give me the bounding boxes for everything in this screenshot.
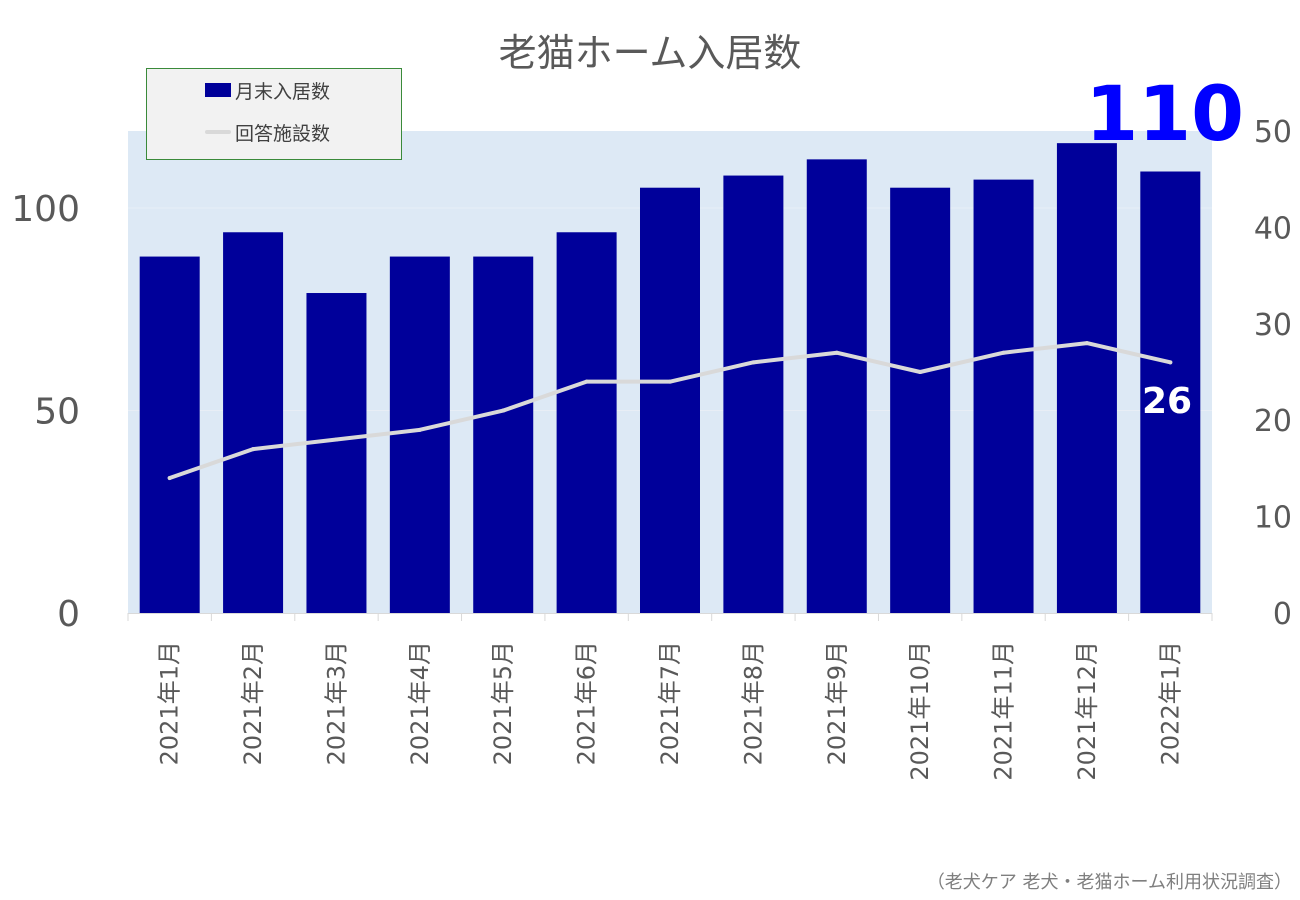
y-right-tick-label: 0 <box>1273 597 1292 632</box>
bar <box>890 187 951 614</box>
y-right-tick-label: 40 <box>1254 211 1292 246</box>
legend-label-bar: 月末入居数 <box>235 80 331 103</box>
y-right-tick-label: 20 <box>1254 404 1292 439</box>
line-point <box>918 370 923 374</box>
legend-swatch-bar <box>205 83 231 97</box>
line-point <box>1084 341 1089 346</box>
line-point <box>167 476 172 481</box>
x-tick-label: 2021年2月 <box>239 641 267 765</box>
legend-item-bar: 月末入居数 <box>205 77 330 103</box>
bar <box>473 256 534 613</box>
x-tick-label: 2021年10月 <box>906 641 934 781</box>
y-left-tick-label: 0 <box>57 594 80 635</box>
callout-last-bar-value: 110 <box>1085 69 1244 158</box>
bar <box>806 159 867 613</box>
callout-last-line-value: 26 <box>1142 381 1193 422</box>
bar <box>1140 171 1201 613</box>
line-point <box>834 350 839 355</box>
x-tick-label: 2021年9月 <box>823 641 851 765</box>
x-tick-label: 2021年11月 <box>990 641 1018 781</box>
bar <box>139 256 200 613</box>
x-tick-label: 2021年5月 <box>489 641 517 765</box>
line-point <box>751 360 756 365</box>
y-left-tick-label: 100 <box>11 189 80 230</box>
x-tick-label: 2021年3月 <box>322 641 350 765</box>
line-point <box>1168 360 1173 365</box>
legend-swatch-line <box>205 130 231 134</box>
y-right-tick-label: 30 <box>1254 308 1292 343</box>
bar <box>556 232 617 613</box>
line-point <box>501 408 506 413</box>
x-tick-label: 2021年1月 <box>156 641 184 765</box>
legend-item-line: 回答施設数 <box>205 119 330 145</box>
bar <box>640 187 700 614</box>
bar <box>723 175 784 613</box>
y-right-tick-label: 10 <box>1254 501 1292 536</box>
bar <box>389 256 450 613</box>
source-note: （老犬ケア 老犬・老猫ホーム利用状況調査） <box>926 872 1292 893</box>
line-point <box>417 427 422 432</box>
line-point <box>584 379 589 384</box>
chart-title: 老猫ホーム入居数 <box>498 31 802 75</box>
line-point <box>334 437 339 442</box>
x-tick-label: 2021年7月 <box>656 641 684 765</box>
bar <box>223 232 284 613</box>
y-right-tick-label: 50 <box>1254 115 1292 150</box>
bar <box>1056 143 1117 614</box>
x-tick-label: 2021年4月 <box>406 641 434 765</box>
line-point <box>668 379 672 384</box>
y-left-tick-label: 50 <box>34 391 80 432</box>
bar <box>973 179 1034 613</box>
line-point <box>1001 350 1006 355</box>
legend-label-line: 回答施設数 <box>235 122 331 145</box>
bar <box>306 293 367 613</box>
legend: 月末入居数 回答施設数 <box>146 68 402 160</box>
x-tick-label: 2022年1月 <box>1156 641 1184 765</box>
x-tick-label: 2021年8月 <box>739 641 767 765</box>
x-tick-label: 2021年6月 <box>573 641 601 765</box>
line-point <box>251 447 256 452</box>
x-tick-label: 2021年12月 <box>1073 641 1101 781</box>
